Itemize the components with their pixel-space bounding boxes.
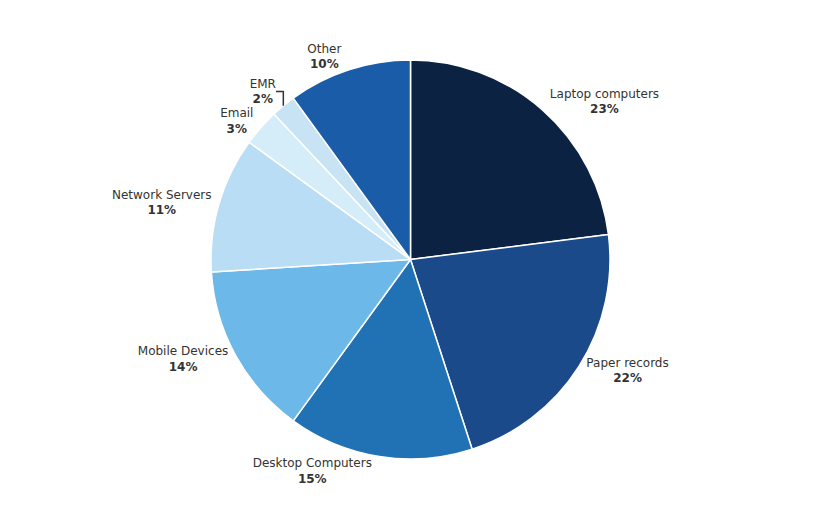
svg-text:Desktop Computers15%: Desktop Computers15% — [253, 456, 372, 486]
svg-text:Network Servers11%: Network Servers11% — [112, 188, 212, 218]
svg-text:Mobile Devices14%: Mobile Devices14% — [138, 344, 228, 374]
svg-text:Email3%: Email3% — [220, 106, 253, 136]
svg-text:Laptop computers23%: Laptop computers23% — [550, 87, 659, 117]
svg-text:EMR2%: EMR2% — [250, 77, 276, 107]
svg-text:Other10%: Other10% — [307, 42, 341, 72]
svg-text:Paper records22%: Paper records22% — [586, 356, 668, 386]
